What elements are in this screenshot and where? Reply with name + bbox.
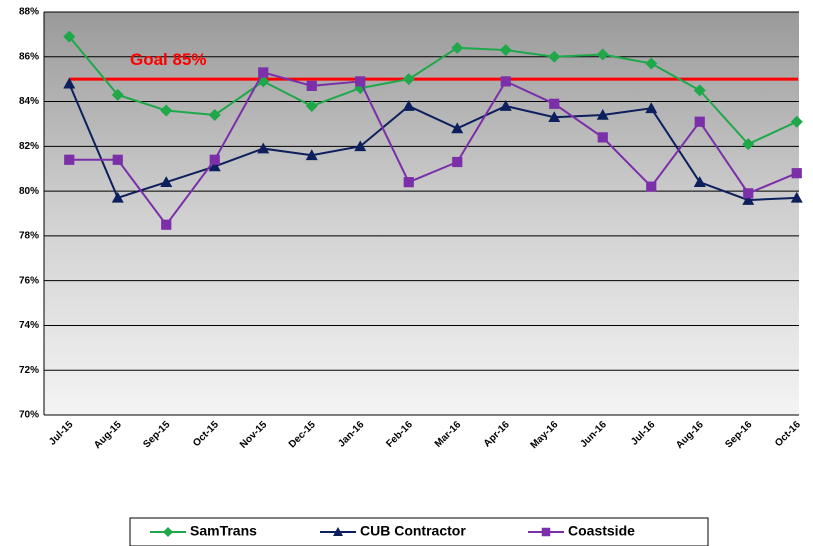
marker xyxy=(743,188,754,199)
marker xyxy=(305,100,318,113)
marker xyxy=(693,84,706,97)
marker xyxy=(645,102,658,114)
y-tick-label: 74% xyxy=(19,320,39,331)
marker xyxy=(452,156,463,168)
x-tick-label: Jun-16 xyxy=(578,419,609,450)
y-tick-label: 88% xyxy=(19,7,39,18)
marker xyxy=(64,154,75,165)
marker xyxy=(499,44,512,57)
x-tick-label: Apr-16 xyxy=(482,419,512,449)
x-tick-label: Aug-15 xyxy=(92,419,124,451)
marker xyxy=(549,98,560,109)
legend-box xyxy=(129,517,709,546)
marker xyxy=(257,142,270,154)
marker xyxy=(209,154,220,165)
marker xyxy=(791,168,802,179)
x-tick-label: Sep-15 xyxy=(141,419,172,450)
marker xyxy=(333,527,343,536)
marker xyxy=(596,108,609,120)
x-tick-label: Aug-16 xyxy=(674,419,706,451)
x-tick-label: Oct-15 xyxy=(191,419,221,449)
x-tick-label: Sep-16 xyxy=(723,419,754,450)
series-line xyxy=(69,71,798,227)
marker xyxy=(500,76,511,87)
goal-label: Goal 85% xyxy=(130,50,207,69)
marker xyxy=(541,527,551,537)
marker xyxy=(355,76,366,87)
marker xyxy=(548,111,561,123)
legend-label: CUB Contractor xyxy=(360,523,466,539)
y-tick-label: 78% xyxy=(19,231,39,242)
y-tick-label: 72% xyxy=(19,365,39,376)
marker xyxy=(645,57,658,70)
marker xyxy=(306,80,317,91)
marker xyxy=(790,115,803,128)
marker xyxy=(163,527,173,537)
x-tick-label: Jan-16 xyxy=(336,419,366,449)
marker xyxy=(63,77,76,89)
marker xyxy=(258,67,269,78)
marker xyxy=(354,140,367,152)
y-tick-label: 84% xyxy=(19,96,39,107)
marker xyxy=(305,149,318,161)
marker xyxy=(597,132,608,143)
marker xyxy=(161,219,172,230)
marker xyxy=(112,154,123,165)
x-tick-label: Feb-16 xyxy=(384,419,415,450)
y-tick-label: 70% xyxy=(19,410,39,421)
legend-label: Coastside xyxy=(568,523,635,539)
marker xyxy=(402,100,415,111)
marker xyxy=(548,50,561,63)
marker xyxy=(742,194,755,205)
marker xyxy=(111,88,124,101)
marker xyxy=(111,191,124,203)
x-tick-label: Jul-16 xyxy=(629,419,658,448)
x-tick-label: Jul-15 xyxy=(47,419,76,448)
marker xyxy=(160,176,173,187)
marker xyxy=(208,108,221,121)
marker xyxy=(451,122,464,134)
marker xyxy=(63,30,76,43)
marker xyxy=(694,116,705,127)
x-tick-label: Oct-16 xyxy=(773,419,803,449)
marker xyxy=(742,138,755,151)
series-line xyxy=(68,35,798,146)
x-tick-label: May-16 xyxy=(529,419,561,451)
marker xyxy=(596,48,609,61)
marker xyxy=(790,191,803,203)
marker xyxy=(693,176,706,187)
marker xyxy=(646,181,657,192)
y-tick-label: 86% xyxy=(19,51,39,62)
y-tick-label: 80% xyxy=(19,186,39,197)
y-tick-label: 82% xyxy=(19,141,39,152)
marker xyxy=(208,160,221,172)
series-line xyxy=(68,83,797,202)
marker xyxy=(403,177,414,188)
marker xyxy=(451,41,464,54)
x-tick-label: Mar-16 xyxy=(433,419,464,450)
legend-label: SamTrans xyxy=(190,523,257,539)
marker xyxy=(160,104,173,117)
marker xyxy=(402,73,415,86)
x-tick-label: Nov-15 xyxy=(238,419,270,451)
y-tick-label: 76% xyxy=(19,275,39,286)
x-tick-label: Dec-15 xyxy=(287,419,318,450)
marker xyxy=(499,100,512,111)
